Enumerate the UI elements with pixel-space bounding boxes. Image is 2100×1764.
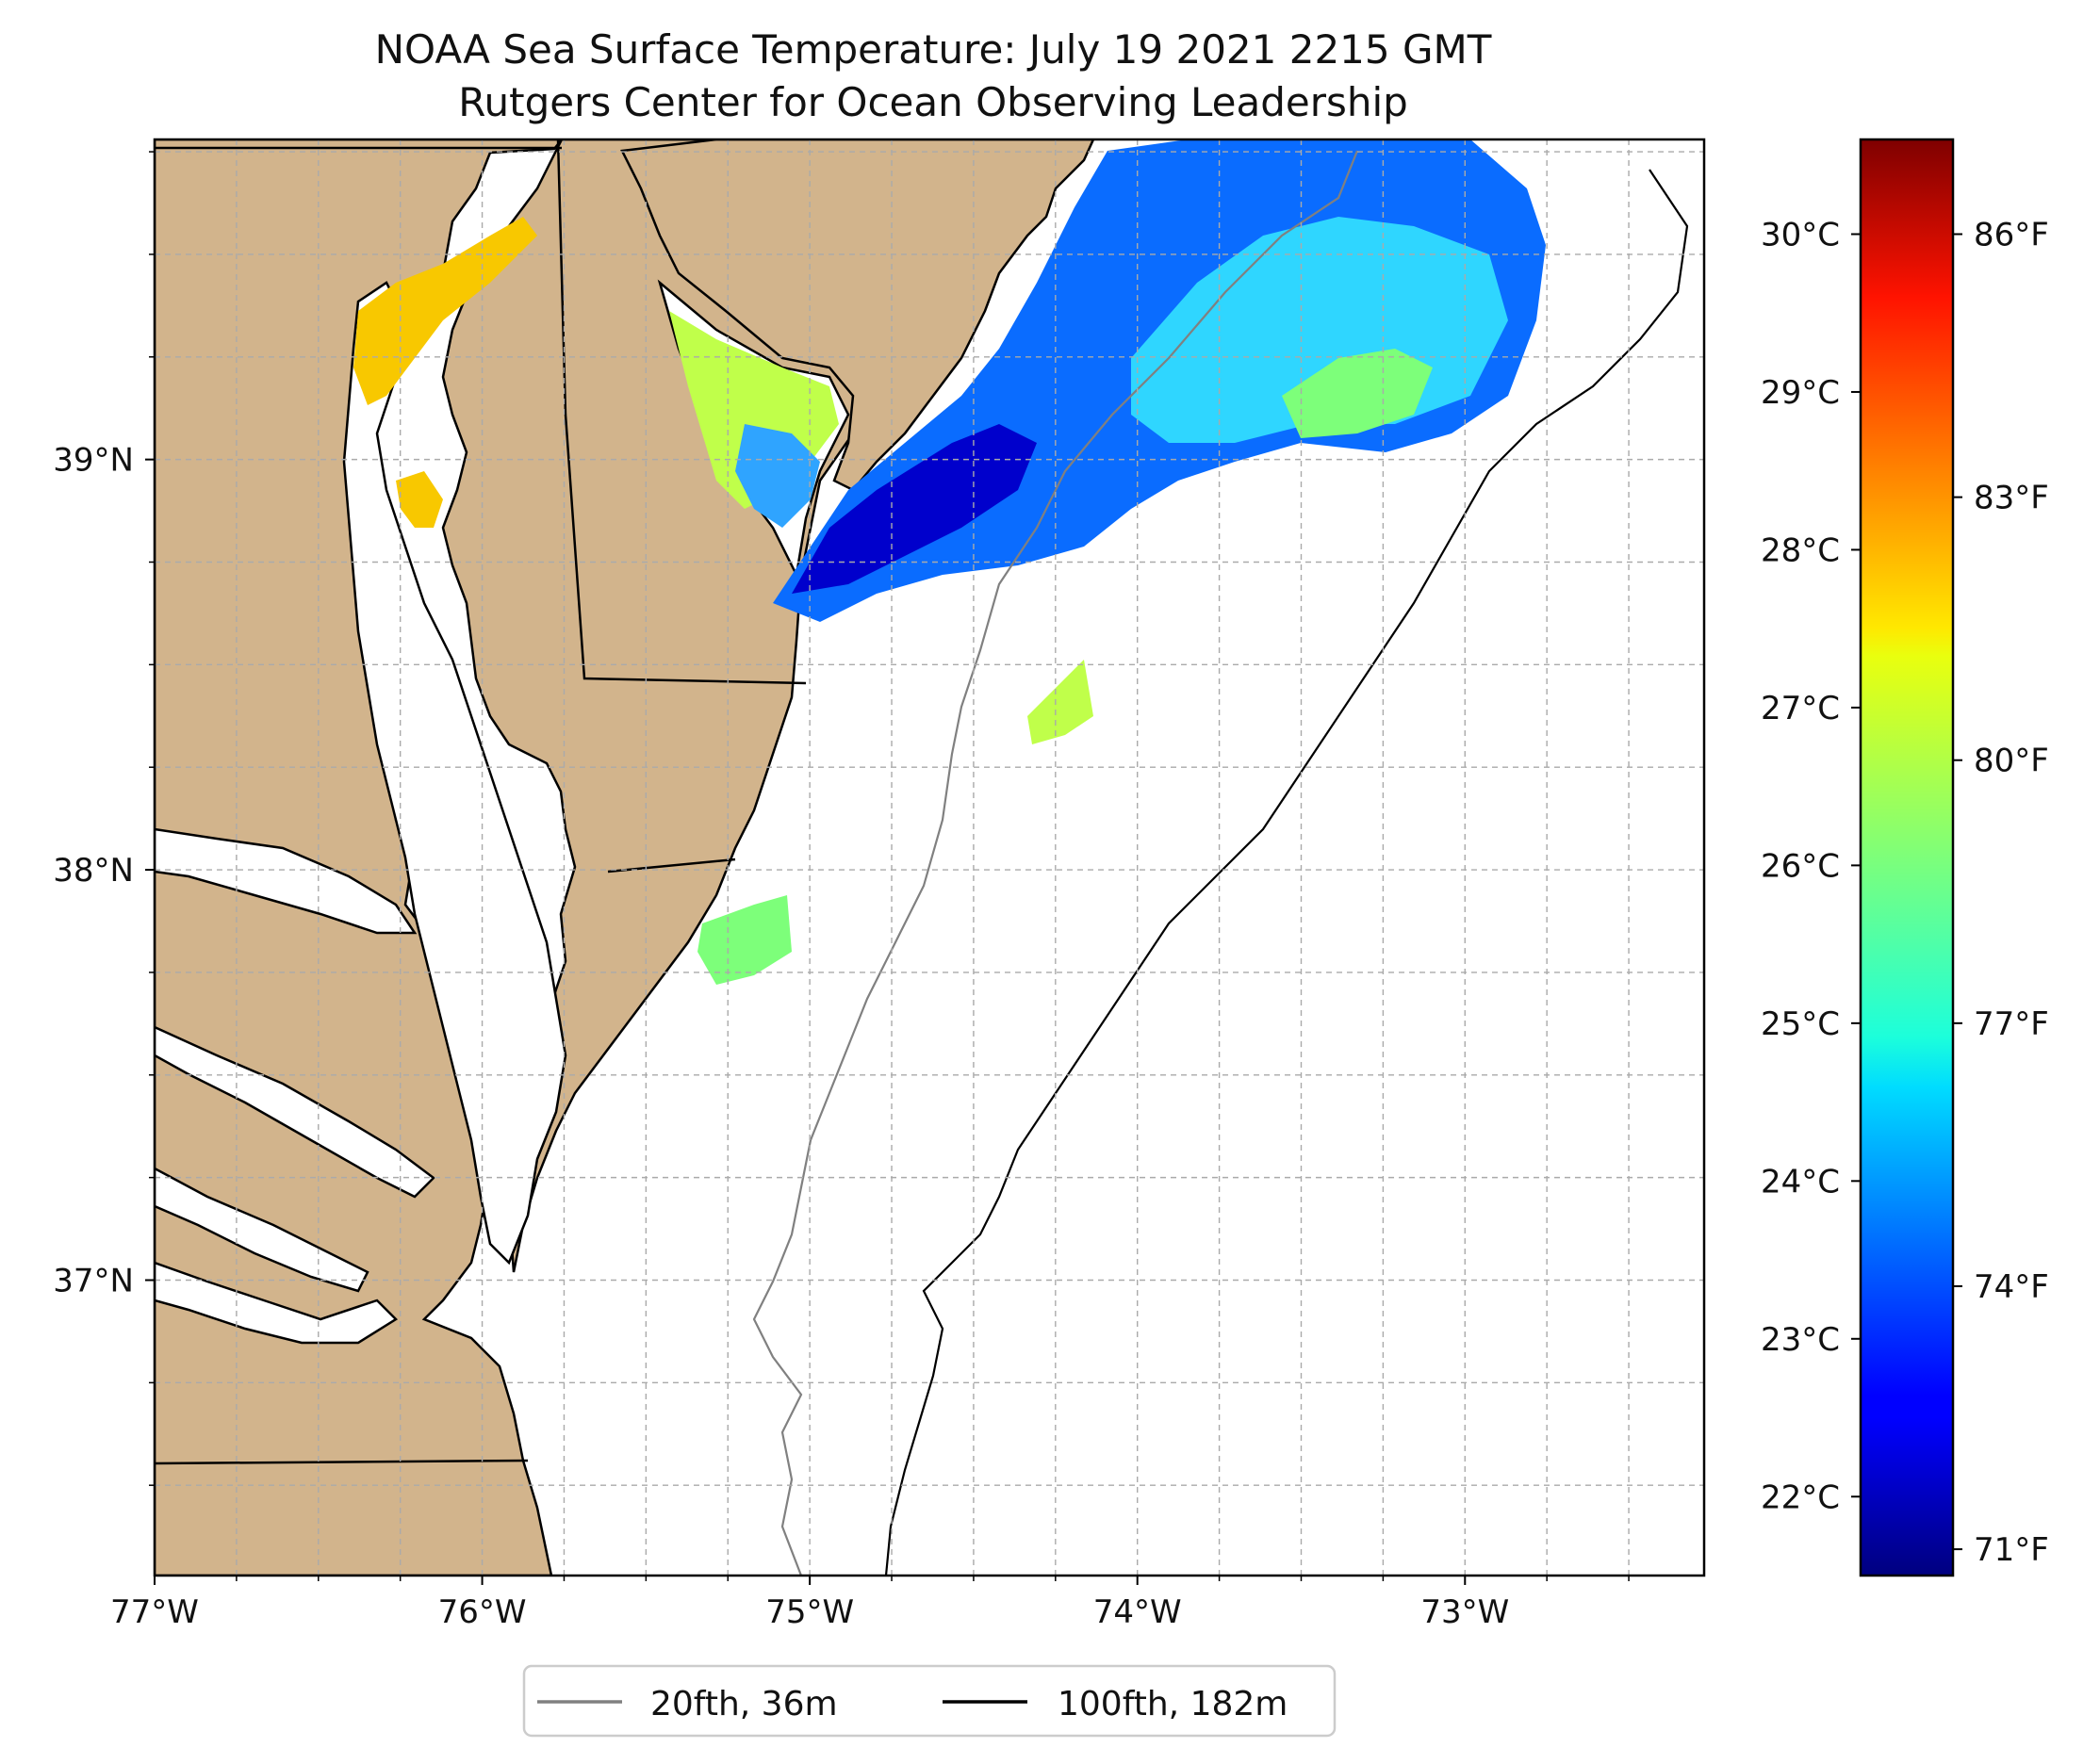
river-potomac bbox=[155, 827, 418, 935]
colorbar-c-tick-label: 30°C bbox=[1761, 216, 1840, 253]
colorbar bbox=[1859, 138, 1955, 1577]
map-title: NOAA Sea Surface Temperature: July 19 20… bbox=[374, 26, 1492, 73]
sst-swath-core bbox=[792, 424, 1037, 594]
colorbar-c-tick-label: 24°C bbox=[1761, 1163, 1840, 1200]
river-rappahannock bbox=[155, 1025, 435, 1199]
x-tick-label: 74°W bbox=[1093, 1593, 1182, 1631]
colorbar-c-tick-label: 29°C bbox=[1761, 374, 1840, 412]
colorbar-c-tick-label: 27°C bbox=[1761, 690, 1840, 727]
colorbar-f-tick-label: 80°F bbox=[1974, 743, 2049, 780]
legend-label-20fth: 20fth, 36m bbox=[650, 1685, 838, 1723]
sst-chesapeake-upper bbox=[353, 217, 537, 405]
x-tick-label: 73°W bbox=[1420, 1593, 1509, 1631]
sst-southern-patch bbox=[697, 895, 792, 985]
colorbar-f-tick-label: 74°F bbox=[1974, 1268, 2049, 1306]
y-tick-label: 39°N bbox=[53, 442, 134, 480]
isobath-100fth bbox=[884, 169, 1689, 1576]
map-area bbox=[155, 139, 1704, 1576]
colorbar-fahrenheit-axis: 71°F 74°F 77°F 80°F 83°F 86°F bbox=[1953, 216, 2049, 1569]
sst-swath-green bbox=[1282, 349, 1433, 438]
map-subtitle: Rutgers Center for Ocean Observing Leade… bbox=[458, 79, 1408, 125]
map-frame bbox=[153, 138, 1706, 1577]
x-tick-label: 75°W bbox=[765, 1593, 854, 1631]
colorbar-f-tick-label: 83°F bbox=[1974, 480, 2049, 517]
legend-label-100fth: 100fth, 182m bbox=[1058, 1685, 1288, 1723]
isobath-20fth bbox=[752, 150, 1359, 1576]
colorbar-c-tick-label: 28°C bbox=[1761, 531, 1840, 569]
colorbar-f-tick-label: 71°F bbox=[1974, 1531, 2049, 1569]
chesapeake-bay bbox=[342, 281, 567, 1266]
y-tick-label: 38°N bbox=[53, 852, 134, 890]
river-york bbox=[155, 1167, 369, 1293]
state-border-md-va bbox=[607, 858, 736, 874]
colorbar-c-tick-label: 25°C bbox=[1761, 1005, 1840, 1043]
latitude-axis: 37°N 38°N 39°N bbox=[53, 151, 155, 1486]
state-border-md-de bbox=[556, 139, 807, 685]
colorbar-c-tick-label: 22°C bbox=[1761, 1478, 1840, 1516]
land-new-jersey bbox=[620, 139, 1095, 492]
colorbar-f-tick-label: 86°F bbox=[1974, 216, 2049, 253]
colorbar-f-tick-label: 77°F bbox=[1974, 1005, 2049, 1043]
state-border-va-nc bbox=[155, 1459, 529, 1465]
sst-offshore-patch bbox=[1027, 660, 1093, 744]
colorbar-celsius-axis: 22°C 23°C 24°C 25°C 26°C 27°C 28°C 29°C 30°C bbox=[1761, 216, 1861, 1516]
sst-chesapeake-patch bbox=[396, 471, 443, 528]
colorbar-c-tick-label: 23°C bbox=[1761, 1321, 1840, 1359]
x-tick-label: 77°W bbox=[110, 1593, 199, 1631]
longitude-axis: 77°W 76°W 75°W 74°W 73°W bbox=[110, 1576, 1630, 1631]
x-tick-label: 76°W bbox=[438, 1593, 527, 1631]
river-james bbox=[155, 1261, 398, 1345]
y-tick-label: 37°N bbox=[53, 1262, 134, 1299]
sst-delaware-bay-blue bbox=[735, 424, 820, 528]
legend-box bbox=[522, 1664, 1337, 1738]
colorbar-c-tick-label: 26°C bbox=[1761, 847, 1840, 885]
